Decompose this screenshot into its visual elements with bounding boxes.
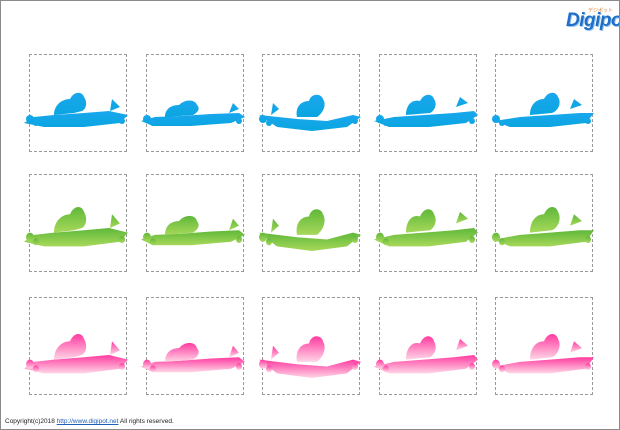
clipart-cell[interactable] [492,174,594,272]
motorboat-racer-icon [374,336,478,374]
digipot-logo[interactable]: デジポット Digipot [566,4,619,38]
motorboat-racer-icon [374,94,478,127]
clipart-cell[interactable] [141,297,245,395]
clipart-cell[interactable] [24,54,128,152]
motorboat-racer-icon [259,336,361,378]
motorboat-racer-icon [24,92,128,127]
logo-brand: Digipot [566,10,619,31]
clipart-cell[interactable] [259,174,361,272]
motorboat-racer-icon [141,215,245,246]
logo-tagline: デジポット [588,8,614,14]
motorboat-racer-icon [24,206,128,247]
clipart-cell[interactable] [259,54,361,152]
motorboat-racer-icon [492,333,594,374]
digipot-link[interactable]: http://www.digipot.net [56,418,119,425]
motorboat-racer-icon [141,100,245,126]
clipart-cell[interactable] [141,54,245,152]
clipart-cell[interactable] [24,174,128,272]
clipart-cell[interactable] [259,297,361,395]
clipart-cell[interactable] [374,54,478,152]
motorboat-racer-icon [492,206,594,247]
motorboat-racer-icon [24,333,128,374]
motorboat-racer-icon [259,209,361,251]
clipart-cell[interactable] [141,174,245,272]
clipart-cell[interactable] [24,297,128,395]
motorboat-racer-icon [492,92,594,127]
motorboat-racer-icon [374,209,478,247]
motorboat-racer-icon [259,94,361,131]
clipart-cell[interactable] [374,297,478,395]
clipart-cell[interactable] [492,297,594,395]
clipart-cell[interactable] [374,174,478,272]
copyright-footer: Copyright(c)2018 http://www.digipot.net … [5,418,174,425]
copyright-prefix: Copyright(c)2018 [5,418,55,425]
copyright-suffix: All rights reserved. [119,418,174,425]
motorboat-racer-icon [141,342,245,373]
clipart-cell[interactable] [492,54,594,152]
